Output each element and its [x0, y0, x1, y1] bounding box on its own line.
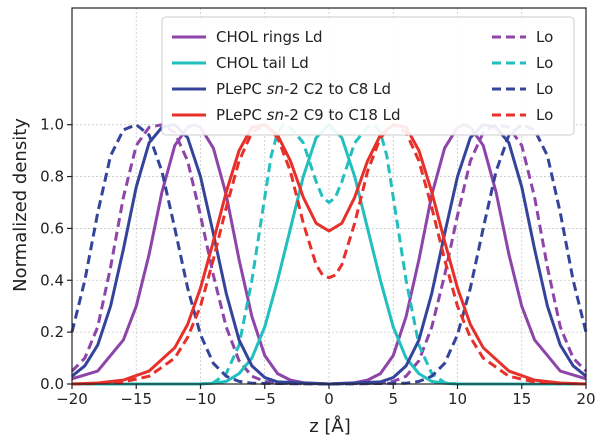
axes: [67, 7, 587, 389]
x-tick-label-6: 10: [448, 390, 467, 408]
legend: CHOL rings Ld Lo CHOL tail Ld Lo PLePC sn-2 …: [161, 16, 575, 136]
series-line-7: [71, 123, 587, 386]
x-tick-label-8: 20: [576, 390, 595, 408]
y-tick-label-0: 0.0: [40, 375, 64, 393]
y-tick-label-4: 0.8: [40, 168, 64, 186]
x-tick-label-1: −15: [120, 390, 152, 408]
y-axis-label: Normalized density: [10, 118, 31, 292]
x-tick-label-7: 15: [512, 390, 531, 408]
x-tick-label-4: 0: [324, 390, 334, 408]
series-line-3: [72, 123, 586, 386]
x-tick-label-0: −20: [56, 390, 88, 408]
x-axis-label: z [Å]: [309, 415, 351, 437]
y-tick-label-5: 1.0: [40, 116, 64, 134]
legend-dashed-label-2: Lo: [536, 80, 553, 98]
legend-label-1: CHOL tail Ld: [216, 54, 309, 72]
y-tick-label-3: 0.6: [40, 219, 64, 237]
series-line-6: [71, 123, 587, 386]
x-tick-label-2: −10: [185, 390, 217, 408]
legend-box: [161, 16, 575, 136]
legend-label-0: CHOL rings Ld: [216, 28, 323, 46]
x-tick-label-3: −5: [254, 390, 276, 408]
legend-dashed-label-1: Lo: [536, 54, 553, 72]
legend-dashed-label-3: Lo: [536, 106, 553, 124]
y-tick-label-2: 0.4: [40, 271, 64, 289]
legend-label-2: PLePC sn-2 C2 to C8 Ld: [216, 80, 391, 98]
legend-dashed-label-0: Lo: [536, 28, 553, 46]
tick-labels: −20 −15 −10 −5 0 5 10 15 20 0.0 0.2 0.4 0.6 0.8 1.0: [40, 116, 595, 408]
x-tick-label-5: 5: [388, 390, 398, 408]
y-tick-label-1: 0.2: [40, 323, 64, 341]
legend-label-3: PLePC sn-2 C9 to C18 Ld: [216, 106, 401, 124]
